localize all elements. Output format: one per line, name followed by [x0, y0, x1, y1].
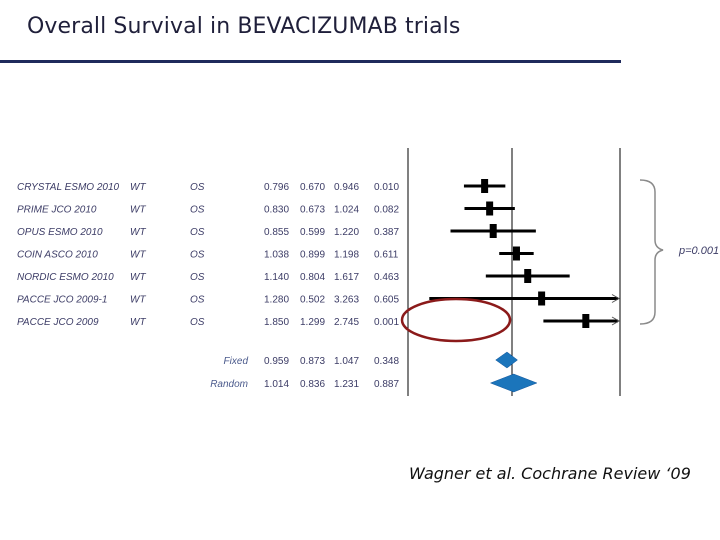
summary-diamond [495, 351, 518, 369]
study-subgroup: WT [130, 295, 146, 306]
study-subgroup: WT [130, 272, 146, 283]
hr-marker [481, 179, 489, 193]
study-name: PACCE JCO 2009 [17, 317, 99, 328]
study-ci-upper: 0.946 [334, 182, 359, 193]
forest-annotations: p=0.001 [639, 179, 719, 325]
study-ci-lower: 0.673 [300, 205, 325, 216]
slide-title: Overall Survival in BEVACIZUMAB trials [27, 14, 461, 39]
study-outcome: OS [190, 272, 205, 283]
title-underline [0, 60, 621, 63]
hr-marker [582, 314, 590, 328]
study-subgroup: WT [130, 250, 146, 261]
study-ci-lower: 0.804 [300, 272, 325, 283]
forest-plot-area [407, 148, 621, 396]
study-subgroup: WT [130, 205, 146, 216]
study-p-value: 0.611 [374, 250, 399, 261]
study-outcome: OS [190, 295, 205, 306]
forest-table: CRYSTAL ESMO 2010 WT OS 0.796 0.670 0.946 0.01… [17, 182, 399, 390]
highlight-ellipse [400, 297, 512, 343]
heterogeneity-p-value: p=0.001 [678, 245, 719, 257]
study-hr: 0.855 [264, 227, 289, 238]
study-ci-lower: 0.599 [300, 227, 325, 238]
study-outcome: OS [190, 205, 205, 216]
summary-hr: 1.014 [264, 379, 289, 390]
heterogeneity-brace [639, 179, 664, 325]
study-subgroup: WT [130, 227, 146, 238]
study-name: PACCE JCO 2009-1 [17, 295, 107, 306]
study-ci-upper: 1.024 [334, 205, 359, 216]
study-hr: 1.850 [264, 317, 289, 328]
study-ci-upper: 1.198 [334, 250, 359, 261]
study-subgroup: WT [130, 182, 146, 193]
summary-label: Fixed [224, 356, 249, 367]
hr-marker [538, 291, 546, 306]
study-hr: 1.140 [264, 272, 289, 283]
citation: Wagner et al. Cochrane Review ‘09 [409, 464, 691, 483]
study-ci-upper: 1.220 [334, 227, 359, 238]
study-name: PRIME JCO 2010 [17, 205, 97, 216]
study-p-value: 0.463 [374, 272, 399, 283]
hr-marker [486, 201, 494, 216]
summary-p-value: 0.887 [374, 379, 399, 390]
study-name: NORDIC ESMO 2010 [17, 272, 114, 283]
study-name: OPUS ESMO 2010 [17, 227, 103, 238]
study-p-value: 0.387 [374, 227, 399, 238]
summary-ci-lower: 0.873 [300, 356, 325, 367]
study-outcome: OS [190, 227, 205, 238]
study-ci-upper: 2.745 [334, 317, 359, 328]
forest-plot: CRYSTAL ESMO 2010 WT OS 0.796 0.670 0.946 0.01… [17, 148, 719, 396]
summary-diamond [489, 373, 538, 393]
summary-ci-lower: 0.836 [300, 379, 325, 390]
study-p-value: 0.001 [374, 317, 399, 328]
study-ci-lower: 0.670 [300, 182, 325, 193]
study-hr: 1.280 [264, 295, 289, 306]
summary-label: Random [210, 379, 248, 390]
ci-arrow [611, 294, 621, 303]
study-ci-lower: 1.299 [300, 317, 325, 328]
study-hr: 0.796 [264, 182, 289, 193]
forest-marks [429, 179, 621, 393]
hr-marker [489, 224, 497, 238]
study-subgroup: WT [130, 317, 146, 328]
study-ci-upper: 1.617 [334, 272, 359, 283]
study-outcome: OS [190, 317, 205, 328]
summary-hr: 0.959 [264, 356, 289, 367]
study-ci-lower: 0.899 [300, 250, 325, 261]
study-ci-upper: 3.263 [334, 295, 359, 306]
study-hr: 0.830 [264, 205, 289, 216]
study-name: CRYSTAL ESMO 2010 [17, 182, 120, 193]
study-outcome: OS [190, 250, 205, 261]
summary-ci-upper: 1.047 [334, 356, 359, 367]
summary-ci-upper: 1.231 [334, 379, 359, 390]
study-p-value: 0.605 [374, 295, 399, 306]
summary-p-value: 0.348 [374, 356, 399, 367]
study-p-value: 0.082 [374, 205, 399, 216]
hr-marker [524, 269, 532, 283]
study-name: COIN ASCO 2010 [17, 250, 98, 261]
study-outcome: OS [190, 182, 205, 193]
study-p-value: 0.010 [374, 182, 399, 193]
ci-arrow [611, 316, 621, 326]
study-hr: 1.038 [264, 250, 289, 261]
study-ci-lower: 0.502 [300, 295, 325, 306]
hr-marker [512, 246, 520, 261]
